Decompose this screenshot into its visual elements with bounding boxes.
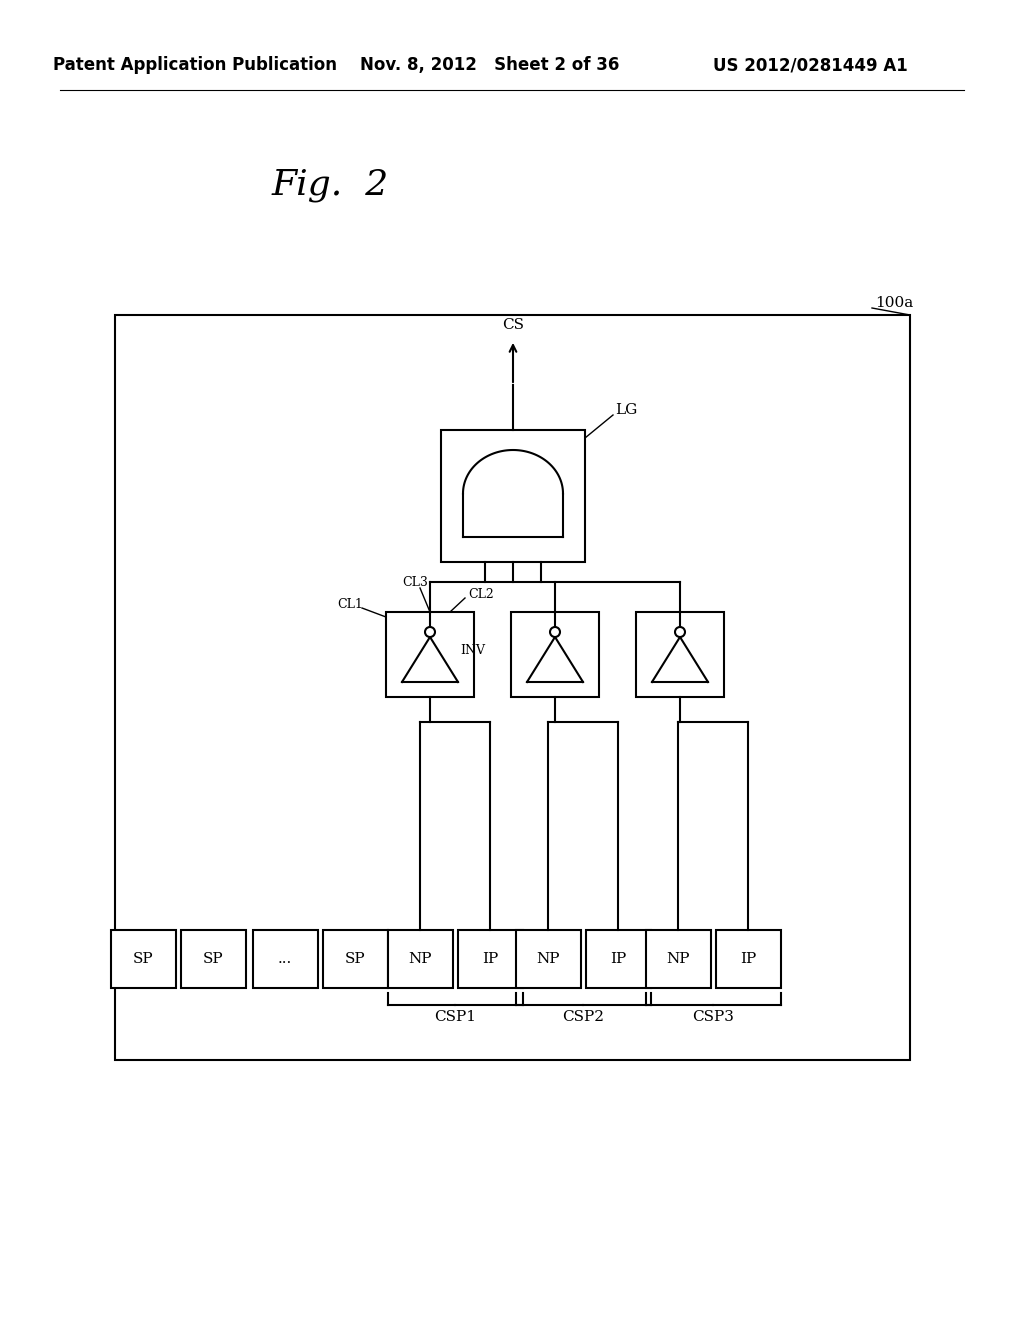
Text: IP: IP bbox=[740, 952, 756, 966]
Text: Fig.  2: Fig. 2 bbox=[271, 168, 389, 202]
Bar bbox=[636, 612, 724, 697]
Text: SP: SP bbox=[203, 952, 223, 966]
Text: Nov. 8, 2012   Sheet 2 of 36: Nov. 8, 2012 Sheet 2 of 36 bbox=[360, 55, 620, 74]
Text: SP: SP bbox=[133, 952, 154, 966]
Text: CL2: CL2 bbox=[468, 587, 494, 601]
Bar bbox=[645, 931, 711, 987]
Text: SP: SP bbox=[345, 952, 366, 966]
Text: NP: NP bbox=[409, 952, 432, 966]
Circle shape bbox=[550, 627, 560, 638]
Text: IP: IP bbox=[610, 952, 626, 966]
Text: NP: NP bbox=[667, 952, 690, 966]
Text: INV: INV bbox=[460, 644, 485, 656]
Text: CSP1: CSP1 bbox=[434, 1010, 476, 1024]
Text: CS: CS bbox=[502, 318, 524, 333]
Text: CSP3: CSP3 bbox=[692, 1010, 734, 1024]
Bar bbox=[458, 931, 522, 987]
Bar bbox=[323, 931, 387, 987]
Text: 100a: 100a bbox=[874, 296, 913, 310]
Bar bbox=[386, 612, 474, 697]
Bar bbox=[180, 931, 246, 987]
Text: CL3: CL3 bbox=[402, 576, 428, 589]
Bar bbox=[511, 612, 599, 697]
Bar bbox=[515, 931, 581, 987]
Text: CSP2: CSP2 bbox=[562, 1010, 604, 1024]
Text: US 2012/0281449 A1: US 2012/0281449 A1 bbox=[713, 55, 907, 74]
Bar bbox=[111, 931, 175, 987]
Text: IP: IP bbox=[482, 952, 498, 966]
Bar bbox=[716, 931, 780, 987]
Bar bbox=[253, 931, 317, 987]
Text: LG: LG bbox=[615, 403, 637, 417]
Text: CL1: CL1 bbox=[337, 598, 362, 610]
Text: NP: NP bbox=[537, 952, 560, 966]
Text: Patent Application Publication: Patent Application Publication bbox=[53, 55, 337, 74]
Bar bbox=[115, 315, 910, 1060]
Circle shape bbox=[675, 627, 685, 638]
Text: ...: ... bbox=[278, 952, 292, 966]
Circle shape bbox=[425, 627, 435, 638]
Bar bbox=[441, 430, 585, 562]
Bar bbox=[387, 931, 453, 987]
Bar bbox=[586, 931, 650, 987]
